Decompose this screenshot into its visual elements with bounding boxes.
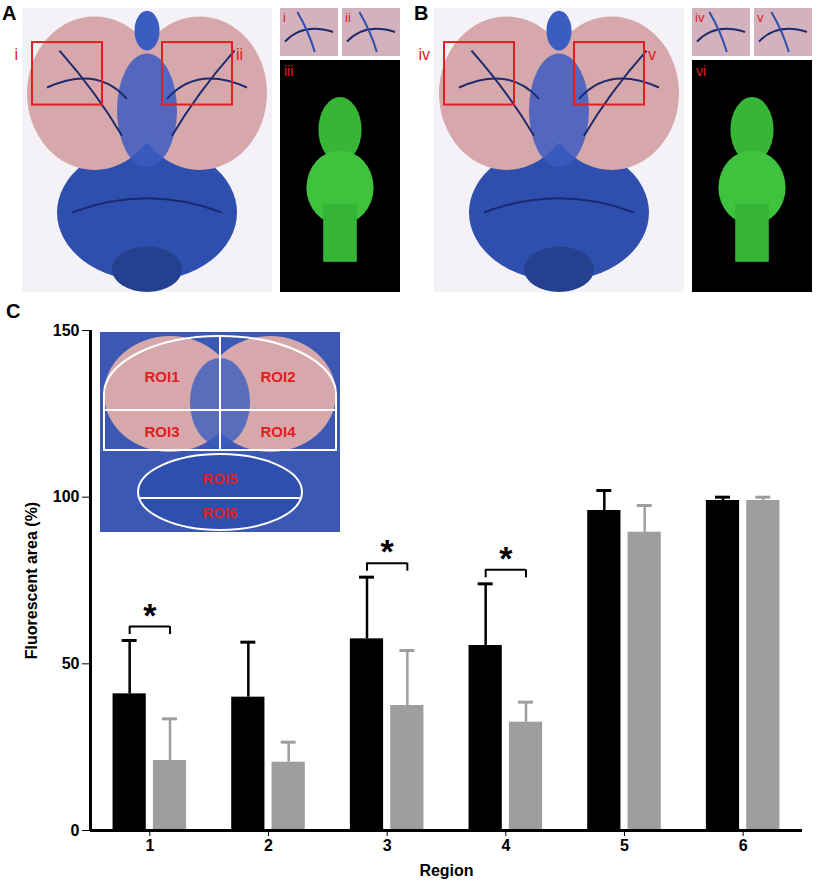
svg-text:i: i [283, 10, 286, 25]
svg-text:iv: iv [695, 10, 705, 25]
svg-text:ROI4: ROI4 [260, 423, 296, 440]
svg-text:ROI3: ROI3 [144, 423, 179, 440]
svg-text:2: 2 [264, 837, 273, 854]
svg-text:iv: iv [418, 46, 430, 63]
svg-text:A: A [2, 2, 16, 24]
svg-text:*: * [381, 532, 395, 570]
svg-text:ROI5: ROI5 [202, 470, 237, 487]
svg-text:0: 0 [71, 822, 80, 839]
svg-text:100: 100 [53, 488, 80, 505]
svg-text:v: v [648, 46, 656, 63]
svg-text:Region: Region [419, 862, 473, 879]
svg-text:150: 150 [53, 322, 80, 339]
svg-text:ii: ii [236, 46, 243, 63]
svg-text:ii: ii [345, 10, 351, 25]
svg-text:v: v [757, 10, 764, 25]
svg-text:*: * [499, 539, 513, 577]
svg-text:3: 3 [383, 837, 392, 854]
svg-text:6: 6 [739, 837, 748, 854]
html-text:C: C [6, 300, 21, 322]
svg-text:ROI2: ROI2 [260, 368, 295, 385]
svg-text:ROI6: ROI6 [202, 504, 237, 521]
svg-text:B: B [414, 2, 428, 24]
svg-text:vi: vi [696, 63, 706, 79]
svg-text:5: 5 [620, 837, 629, 854]
svg-text:50: 50 [62, 655, 80, 672]
svg-text:Fluorescent area (%): Fluorescent area (%) [23, 502, 40, 659]
svg-text:iii: iii [284, 63, 293, 79]
svg-text:i: i [14, 46, 18, 63]
svg-text:4: 4 [501, 837, 510, 854]
svg-text:*: * [143, 596, 157, 634]
svg-text:1: 1 [145, 837, 154, 854]
svg-text:ROI1: ROI1 [144, 368, 179, 385]
